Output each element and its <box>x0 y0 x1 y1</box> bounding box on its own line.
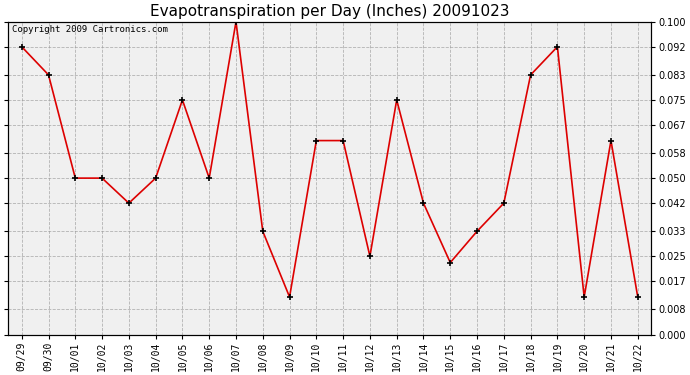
Title: Evapotranspiration per Day (Inches) 20091023: Evapotranspiration per Day (Inches) 2009… <box>150 4 509 19</box>
Text: Copyright 2009 Cartronics.com: Copyright 2009 Cartronics.com <box>12 25 168 34</box>
